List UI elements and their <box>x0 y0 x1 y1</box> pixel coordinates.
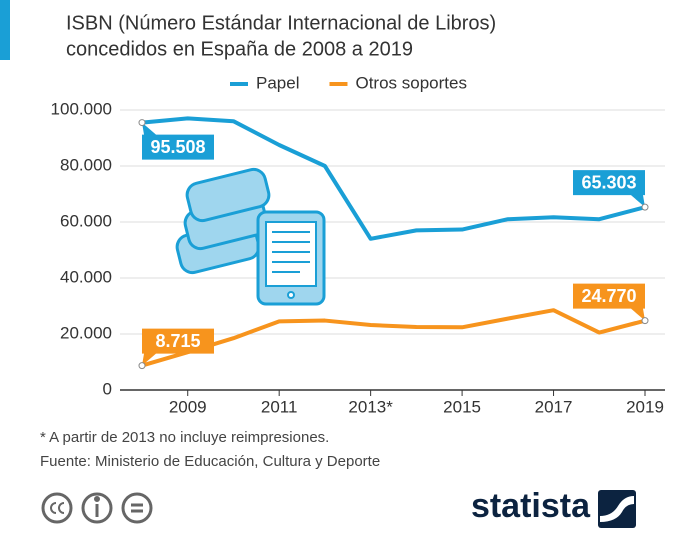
footnote: * A partir de 2013 no incluye reimpresio… <box>40 429 329 446</box>
x-tick-label: 2011 <box>261 397 298 416</box>
y-tick-label: 80.000 <box>60 155 112 174</box>
value-label-box <box>573 170 645 208</box>
brand-logo <box>598 490 636 528</box>
brand: statista <box>471 487 591 525</box>
value-label-box <box>142 328 214 366</box>
y-tick-label: 0 <box>103 379 112 398</box>
value-label: 95.508 <box>150 137 205 157</box>
x-tick-label: 2009 <box>169 397 207 416</box>
x-tick-label: 2013* <box>348 397 393 416</box>
value-label-box <box>142 122 214 160</box>
legend-label: Otros soportes <box>355 73 467 92</box>
chart-title: concedidos en España de 2008 a 2019 <box>66 38 413 60</box>
y-tick-label: 40.000 <box>60 267 112 286</box>
value-label: 24.770 <box>581 286 636 306</box>
chart-title: ISBN (Número Estándar Internacional de L… <box>66 12 496 34</box>
value-label: 8.715 <box>155 331 200 351</box>
point <box>138 362 146 370</box>
illustration <box>175 167 326 306</box>
cc-icons <box>41 492 153 524</box>
line <box>141 308 646 368</box>
value-label: 65.303 <box>581 172 636 192</box>
point <box>641 203 649 211</box>
value-label-box <box>573 283 645 321</box>
x-tick-label: 2017 <box>535 397 573 416</box>
source: Fuente: Ministerio de Educación, Cultura… <box>40 453 380 470</box>
line <box>141 116 646 241</box>
legend-label: Papel <box>256 73 299 92</box>
y-tick-label: 100.000 <box>51 99 112 118</box>
point <box>641 317 649 325</box>
point <box>138 119 146 127</box>
y-tick-label: 60.000 <box>60 211 112 230</box>
x-tick-label: 2015 <box>443 397 481 416</box>
x-tick-label: 2019 <box>626 397 664 416</box>
title-accent <box>0 0 10 60</box>
y-tick-label: 20.000 <box>60 323 112 342</box>
